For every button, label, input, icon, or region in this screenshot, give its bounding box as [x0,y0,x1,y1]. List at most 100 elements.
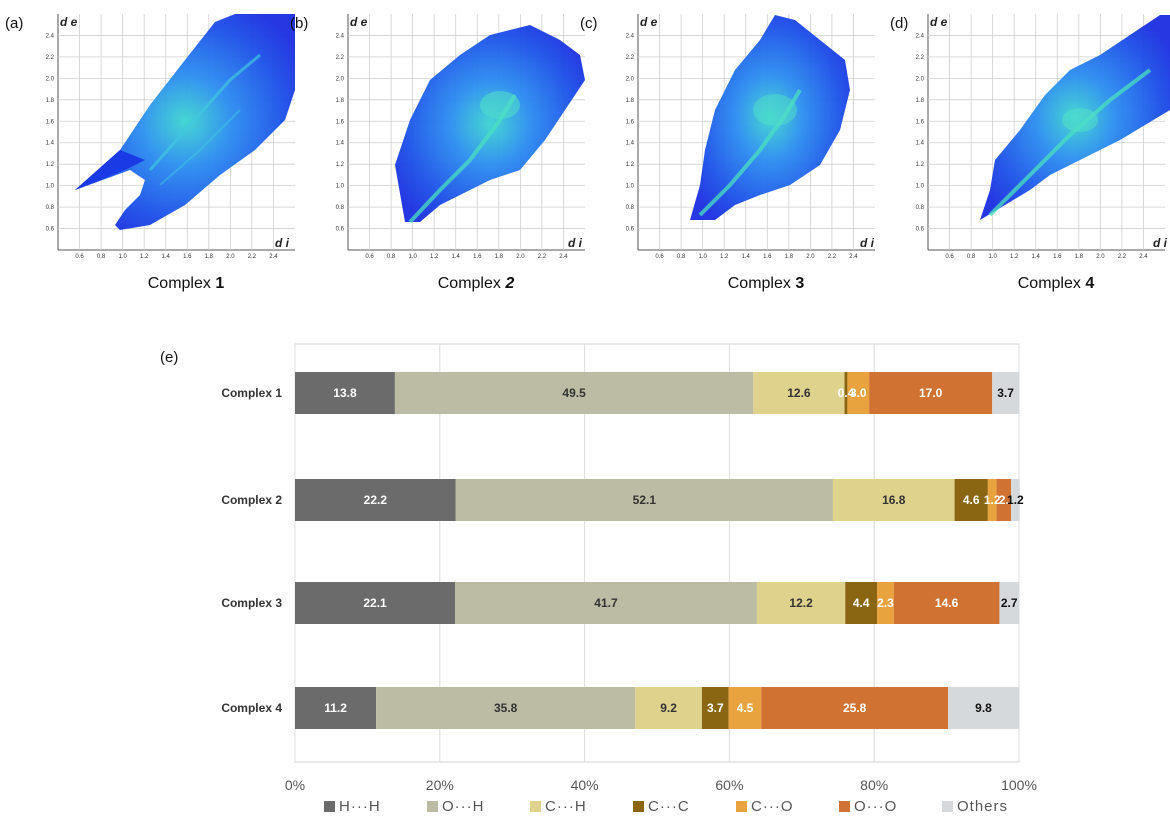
y-tick-label: 1.2 [46,162,55,168]
data-label: 25.8 [843,701,867,715]
bar-row: Complex 1 13.8 49.5 12.6 0.43.0 17.0 3.7 [221,372,1019,414]
panel-caption: Complex 3 [728,275,805,292]
bar-segment [394,372,754,414]
x-tick-label: 1.6 [763,254,772,260]
legend-item: C···O [736,798,793,815]
x-tick-label: 1.6 [1053,254,1062,260]
y-tick-label: 1.4 [916,141,925,147]
data-label: 1.2 [984,493,1001,507]
y-tick-label: 1.0 [916,184,925,190]
panel-label: (e) [160,349,178,366]
x-tick-label: 0.8 [967,254,976,260]
y-tick-label: 2.4 [626,33,635,39]
legend-swatch [736,801,747,812]
x-axis-label: d i [860,236,875,250]
bar-segment [756,582,846,624]
bar-segment [761,687,949,729]
data-label: 3.0 [850,386,867,400]
legend-label: C···C [648,798,690,815]
fingerprint-panel-b: (b) 0.6 0.8 1.0 1.2 1.4 1.6 1.8 2.0 2.2 2.4 0.6 0.8… [290,14,585,292]
y-tick-label: 1.6 [46,119,55,125]
fingerprint-scatter [980,15,1170,220]
x-axis-label: d i [568,236,583,250]
x-tick-label: 2.2 [1118,254,1127,260]
x-tick-label: 40% [571,777,599,793]
x-tick-label: 2.2 [248,254,257,260]
bar-segment [847,372,870,414]
x-tick-label: 20% [426,777,454,793]
bar-segment [753,372,845,414]
y-tick-label: 2.4 [46,33,55,39]
category-label: Complex 3 [221,596,282,610]
legend: H···H O···H C···H C···C C···O O···O Others [324,798,1008,815]
y-tick-label: 1.6 [916,119,925,125]
y-axis-label: d e [930,15,948,29]
panel-caption: Complex 1 [148,275,225,292]
x-tick-label: 2.2 [828,254,837,260]
bar-segment [999,582,1019,624]
data-label: 11.2 [324,701,347,715]
bar-segment [832,479,955,521]
x-tick-label: 2.0 [226,254,235,260]
bar-segment [877,582,894,624]
bar-segment [295,479,456,521]
y-tick-label: 1.8 [916,98,925,104]
bar-segment [455,479,833,521]
x-tick-label: 1.2 [1010,254,1019,260]
y-tick-label: 1.2 [626,162,635,168]
y-tick-label: 1.2 [916,162,925,168]
y-tick-label: 0.8 [626,205,635,211]
x-tick-label: 0.6 [75,254,84,260]
fingerprint-panel-a: (a) 0.6 0.8 1.0 1.2 1.4 1.6 1.8 2.0 2.2 2.4 0.6 0.8… [5,14,295,292]
bar-row: Complex 2 22.2 52.1 16.8 4.6 1.22.1.2 [221,479,1024,521]
data-label: 4.4 [853,596,870,610]
bar-segment [295,687,377,729]
data-label: 0.4 [838,386,855,400]
y-tick-label: 1.4 [336,141,345,147]
fingerprint-scatter [75,14,295,230]
y-axis-label: d e [640,15,658,29]
data-label: 16.8 [882,493,906,507]
y-tick-label: 1.2 [336,162,345,168]
x-tick-label: 2.4 [269,254,278,260]
x-tick-label: 1.6 [473,254,482,260]
legend-label: Others [957,798,1008,815]
x-tick-label: 0.8 [677,254,686,260]
x-tick-label: 1.4 [452,254,461,260]
x-axis-label: d i [1153,236,1168,250]
y-axis-label: d e [60,15,78,29]
data-label: 1.2 [1007,493,1024,507]
x-tick-label: 0.8 [97,254,106,260]
fingerprint-plots: (a) 0.6 0.8 1.0 1.2 1.4 1.6 1.8 2.0 2.2 2.4 0.6 0.8… [5,14,1170,292]
legend-label: C···H [545,798,587,815]
x-tick-label: 80% [860,777,888,793]
bar-segment [869,372,993,414]
panel-label: (b) [290,15,308,32]
data-label: 12.2 [789,596,813,610]
fingerprint-scatter [690,15,850,220]
x-tick-label: 2.4 [1139,254,1148,260]
bar-segment [844,372,848,414]
x-tick-label: 1.0 [118,254,127,260]
x-tick-label: 2.2 [538,254,547,260]
x-axis-label: d i [275,236,290,250]
bar-segment [728,687,762,729]
x-tick-label: 1.8 [785,254,794,260]
y-tick-label: 1.4 [46,141,55,147]
legend-item: O···H [427,798,484,815]
x-tick-label: 1.4 [162,254,171,260]
bar-segment [893,582,1000,624]
data-label: 2.7 [1001,596,1018,610]
x-tick-label: 1.4 [1032,254,1041,260]
x-tick-label: 0.6 [945,254,954,260]
fingerprint-scatter [395,25,585,224]
data-label: 3.7 [707,701,724,715]
data-label: 4.5 [737,701,754,715]
legend-swatch [530,801,541,812]
y-tick-label: 2.4 [336,33,345,39]
legend-swatch [633,801,644,812]
category-label: Complex 1 [221,386,282,400]
legend-item: C···H [530,798,587,815]
data-label: 35.8 [494,701,518,715]
legend-item: C···C [633,798,690,815]
